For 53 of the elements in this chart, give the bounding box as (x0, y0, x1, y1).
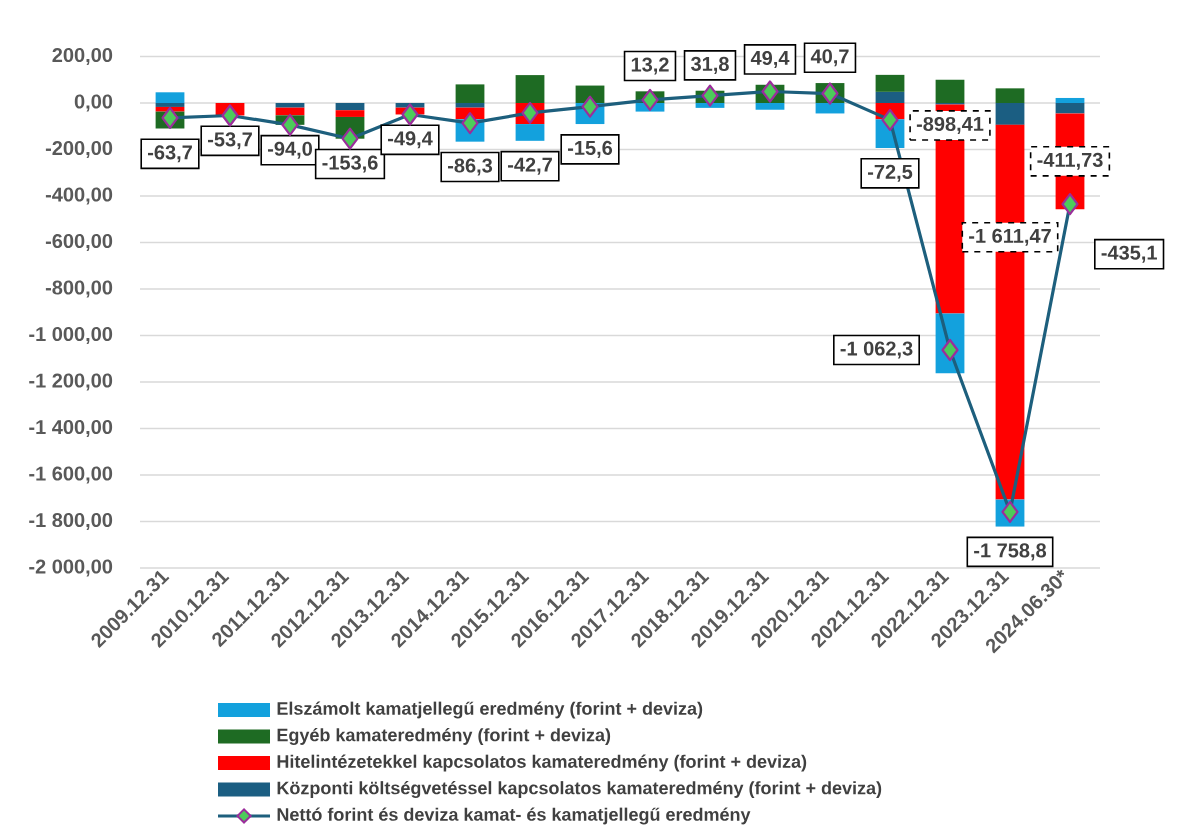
y-tick-label: 200,00 (52, 47, 113, 66)
bar (995, 88, 1025, 103)
data-label: -1 758,8 (974, 543, 1047, 561)
y-tick-label: -400,00 (45, 187, 113, 205)
legend-label: Központi költségvetéssel kapcsolatos kamateredmény (forint + deviza) (277, 780, 882, 798)
data-label: -42,7 (508, 157, 552, 175)
data-label: 31,8 (691, 56, 729, 74)
data-label: -1 611,47 (969, 228, 1051, 246)
bar (335, 102, 365, 111)
bar (155, 92, 185, 103)
legend-label: Elszámolt kamatjellegű eredmény (forint + deviza) (277, 701, 703, 719)
bar (455, 84, 485, 103)
y-tick-label: -1 800,00 (29, 512, 113, 531)
data-label: -63,7 (148, 145, 192, 163)
legend-label: Nettó forint és deviza kamat- és kamatjellegű eredmény (277, 807, 751, 825)
legend-label: Egyéb kamateredmény (forint + deviza) (277, 727, 611, 746)
data-label: -898,41 (916, 116, 984, 134)
data-label: -153,6 (322, 155, 378, 173)
y-tick-label: -200,00 (45, 140, 113, 159)
bar (275, 102, 305, 108)
legend-label: Hitelintézetekkel kapcsolatos kamateredmény (forint + deviza) (277, 754, 807, 772)
data-label: 49,4 (750, 50, 790, 68)
y-tick-label: -1 600,00 (29, 466, 113, 484)
bar (995, 102, 1025, 125)
data-label: -435,1 (1101, 245, 1157, 263)
data-label: -72,5 (868, 164, 913, 182)
bar (875, 74, 905, 92)
bar (815, 102, 845, 114)
bar (755, 102, 785, 110)
data-label: -15,6 (568, 140, 613, 158)
bar (155, 102, 185, 107)
bar (515, 124, 545, 141)
data-label: 40,7 (810, 49, 849, 67)
y-tick-label: -800,00 (45, 280, 113, 298)
data-label: -53,7 (208, 132, 252, 150)
bar (935, 79, 965, 103)
data-label: -49,4 (388, 131, 433, 149)
data-label: -94,0 (268, 141, 312, 159)
bar (335, 110, 365, 117)
y-tick-label: 0,00 (74, 94, 113, 112)
bar (1055, 102, 1085, 114)
data-label: 13,2 (631, 57, 669, 75)
bar (875, 91, 905, 103)
y-tick-label: -1 200,00 (29, 373, 113, 391)
data-label: -411,73 (1037, 152, 1103, 170)
y-tick-label: -1 400,00 (29, 419, 113, 438)
y-tick-label: -600,00 (45, 233, 113, 252)
bar (515, 75, 545, 103)
data-label: -86,3 (448, 158, 493, 176)
bar (1055, 97, 1085, 103)
bar (455, 102, 485, 108)
y-tick-label: -1 000,00 (29, 326, 113, 345)
data-label: -1 062,3 (840, 341, 913, 359)
